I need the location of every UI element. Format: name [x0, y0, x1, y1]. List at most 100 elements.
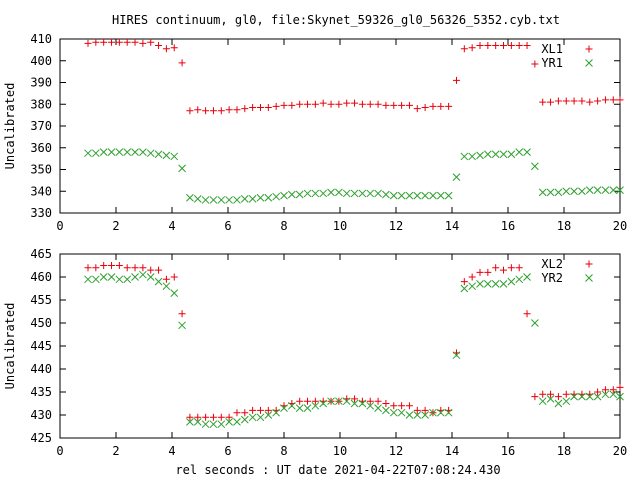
data-point: [100, 38, 108, 46]
data-point: [593, 392, 602, 401]
data-point: [538, 397, 547, 406]
data-point: [193, 195, 202, 203]
x-tick-label: 16: [501, 444, 515, 458]
data-point: [405, 101, 413, 109]
data-point: [351, 395, 359, 403]
data-point: [225, 106, 233, 114]
x-tick-label: 4: [168, 444, 175, 458]
data-point: [601, 390, 610, 399]
data-point: [382, 406, 390, 415]
data-point: [484, 268, 492, 276]
data-point: [256, 406, 264, 414]
data-point: [139, 264, 147, 272]
data-point: [241, 409, 249, 417]
data-point: [155, 42, 163, 50]
data-point: [217, 107, 225, 115]
x-tick-label: 20: [613, 219, 627, 233]
data-point: [248, 195, 257, 203]
data-point: [562, 390, 570, 398]
x-axis-label: rel seconds : UT date 2021-04-22T07:08:2…: [175, 463, 500, 477]
data-point: [295, 190, 304, 199]
x-tick-label: 2: [112, 444, 119, 458]
data-point: [562, 97, 570, 105]
data-point: [311, 401, 320, 410]
data-point: [421, 191, 429, 200]
data-point: [468, 44, 476, 52]
x-tick-label: 6: [224, 444, 231, 458]
data-point: [248, 413, 257, 422]
data-point: [304, 100, 312, 108]
data-point: [131, 38, 139, 46]
data-point: [554, 188, 563, 197]
data-point: [288, 101, 296, 109]
plot-frame: [59, 253, 621, 439]
data-point: [186, 107, 194, 115]
data-point: [390, 101, 398, 109]
data-point: [131, 273, 139, 281]
y-tick-label: 445: [30, 339, 52, 353]
data-point: [264, 104, 272, 112]
data-point: [515, 264, 523, 272]
data-point: [531, 60, 539, 68]
data-point: [539, 390, 547, 398]
data-point: [507, 277, 516, 286]
y-tick-label: 425: [30, 431, 52, 445]
data-point: [272, 102, 280, 110]
chart-title: HIRES continuum, gl0, file:Skynet_59326_…: [112, 13, 560, 27]
data-point: [351, 99, 359, 107]
data-point: [303, 189, 312, 198]
data-point: [436, 408, 445, 417]
data-point: [483, 280, 492, 288]
data-point: [413, 411, 422, 419]
x-tick-label: 14: [445, 444, 459, 458]
data-point: [335, 397, 343, 406]
data-point: [389, 191, 398, 200]
data-point: [483, 150, 492, 159]
data-point: [499, 280, 508, 288]
data-point: [92, 264, 100, 272]
data-point: [319, 399, 328, 408]
data-point: [492, 42, 500, 50]
data-point: [264, 411, 273, 419]
data-point: [201, 196, 210, 204]
top-panel: 330 340 350 360 370 380 390 400 410 0 2 4 6 8 10 12 14 16…: [3, 32, 627, 233]
data-point: [84, 39, 92, 47]
y-axis-label: Uncalibrated: [3, 83, 17, 170]
data-point: [429, 191, 437, 200]
data-point: [444, 408, 453, 417]
data-point: [554, 393, 562, 401]
data-point: [147, 266, 155, 274]
data-point: [115, 275, 124, 284]
data-point: [178, 321, 186, 330]
x-tick-label: 20: [613, 444, 627, 458]
legend-marker: [585, 59, 593, 67]
y-tick-label: 450: [30, 316, 52, 330]
data-point: [84, 275, 92, 284]
data-point: [374, 397, 382, 405]
data-point: [186, 413, 194, 421]
data-point: [578, 97, 586, 105]
data-point: [546, 188, 555, 197]
data-point: [319, 189, 328, 198]
data-point: [507, 264, 515, 272]
data-point: [468, 282, 477, 291]
data-point: [562, 397, 571, 406]
data-point: [366, 397, 374, 405]
legend-marker: [585, 260, 593, 268]
data-point: [343, 99, 351, 107]
data-point: [507, 42, 515, 50]
data-point: [139, 39, 147, 47]
data-point: [531, 319, 539, 327]
data-point: [287, 401, 296, 410]
data-point: [194, 413, 202, 421]
data-point: [413, 406, 421, 414]
data-point: [193, 418, 202, 426]
data-point: [123, 264, 131, 272]
x-tick-label: 12: [389, 219, 403, 233]
data-point: [523, 148, 531, 156]
data-point: [585, 186, 594, 195]
data-point: [280, 191, 288, 200]
data-point: [178, 310, 186, 318]
data-point: [217, 196, 226, 204]
x-tick-label: 0: [56, 444, 63, 458]
